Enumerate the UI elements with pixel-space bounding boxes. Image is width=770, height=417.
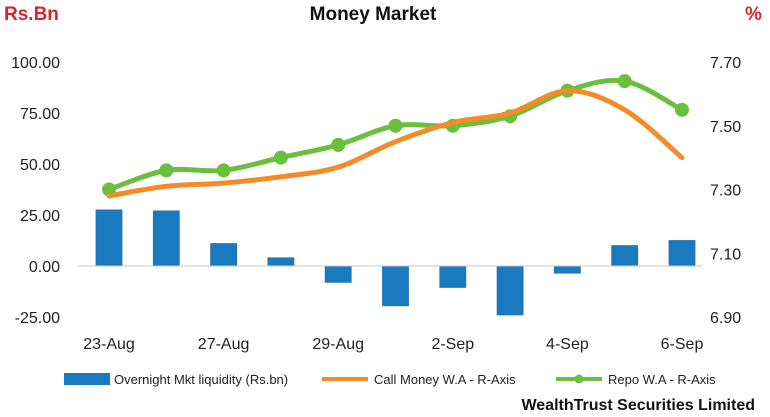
liquidity-bar xyxy=(496,265,524,316)
right-axis-unit: % xyxy=(745,4,762,25)
right-axis-tick-label: 6.90 xyxy=(710,310,741,327)
liquidity-bar xyxy=(439,265,467,288)
repo-point xyxy=(331,137,346,152)
repo-point xyxy=(159,163,174,178)
legend-label-liquidity: Overnight Mkt liquidity (Rs.bn) xyxy=(114,372,288,387)
rate-lines xyxy=(102,74,689,199)
right-axis-ticks: 7.70 7.50 7.30 7.10 6.90 xyxy=(710,55,741,327)
x-axis-tick-label: 29-Aug xyxy=(312,336,364,353)
left-axis-tick-label: -25.00 xyxy=(15,310,60,327)
legend: Overnight Mkt liquidity (Rs.bn) Call Mone… xyxy=(64,372,716,387)
liquidity-bars xyxy=(95,209,696,316)
left-axis-unit: Rs.Bn xyxy=(4,4,59,25)
legend-label-call-money: Call Money W.A - R-Axis xyxy=(374,372,516,387)
right-axis-tick-label: 7.30 xyxy=(710,183,741,200)
liquidity-bar xyxy=(324,265,352,283)
repo-point xyxy=(617,74,632,89)
liquidity-bar xyxy=(554,265,581,274)
liquidity-bar xyxy=(267,257,295,267)
x-axis-tick-label: 6-Sep xyxy=(661,336,704,353)
call-money-line xyxy=(106,88,685,199)
left-axis-tick-label: 50.00 xyxy=(20,157,60,174)
left-axis-ticks: 100.00 75.00 50.00 25.00 0.00 -25.00 xyxy=(11,55,60,327)
liquidity-bar xyxy=(668,240,696,267)
liquidity-bar xyxy=(152,210,180,267)
repo-point xyxy=(273,150,288,165)
chart-title: Money Market xyxy=(310,4,437,25)
left-axis-tick-label: 75.00 xyxy=(20,106,60,123)
repo-point xyxy=(388,118,403,133)
repo-point xyxy=(216,163,231,178)
x-axis-tick-label: 4-Sep xyxy=(546,336,589,353)
right-axis-tick-label: 7.10 xyxy=(710,246,741,263)
x-axis-tick-label: 2-Sep xyxy=(431,336,474,353)
x-axis-tick-label: 27-Aug xyxy=(198,336,250,353)
left-axis-tick-label: 100.00 xyxy=(11,55,60,72)
left-axis-tick-label: 0.00 xyxy=(29,259,60,276)
right-axis-tick-label: 7.70 xyxy=(710,55,741,72)
legend-label-repo: Repo W.A - R-Axis xyxy=(608,372,716,387)
x-axis-tick-label: 23-Aug xyxy=(83,336,135,353)
liquidity-bar xyxy=(95,209,123,267)
legend-swatch-liquidity xyxy=(64,373,110,385)
right-axis-tick-label: 7.50 xyxy=(710,119,741,136)
liquidity-bar xyxy=(611,245,639,267)
x-axis-ticks: 23-Aug 27-Aug 29-Aug 2-Sep 4-Sep 6-Sep xyxy=(83,336,703,353)
liquidity-bar xyxy=(382,265,409,307)
liquidity-bar xyxy=(210,243,238,267)
legend-marker-repo xyxy=(574,374,584,384)
left-axis-tick-label: 25.00 xyxy=(20,208,60,225)
source-credit: WealthTrust Securities Limited xyxy=(521,397,755,414)
repo-point xyxy=(675,102,689,117)
